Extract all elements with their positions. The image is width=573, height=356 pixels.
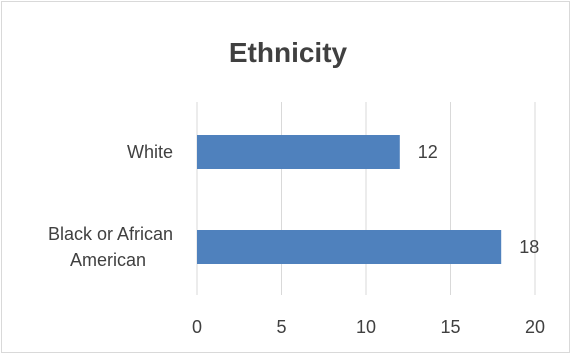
- x-tick-labels: 0 5 10 15 20: [192, 317, 545, 337]
- data-label: 12: [418, 142, 438, 162]
- x-tick-label: 10: [356, 317, 376, 337]
- x-tick-label: 0: [192, 317, 202, 337]
- data-label: 18: [519, 237, 539, 257]
- category-label: Black or African American: [48, 224, 173, 270]
- gridlines: [196, 102, 536, 295]
- bars: [197, 135, 502, 264]
- data-labels: 12 18: [418, 142, 539, 257]
- bar: [197, 135, 400, 169]
- x-tick-label: 15: [440, 317, 460, 337]
- category-label: White: [127, 142, 173, 162]
- chart-title: Ethnicity: [229, 37, 348, 68]
- bar: [197, 230, 502, 264]
- x-tick-label: 20: [525, 317, 545, 337]
- category-labels: White Black or African American: [48, 142, 173, 270]
- x-tick-label: 5: [276, 317, 286, 337]
